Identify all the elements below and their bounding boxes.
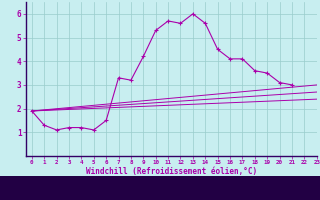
X-axis label: Windchill (Refroidissement éolien,°C): Windchill (Refroidissement éolien,°C): [86, 167, 257, 176]
